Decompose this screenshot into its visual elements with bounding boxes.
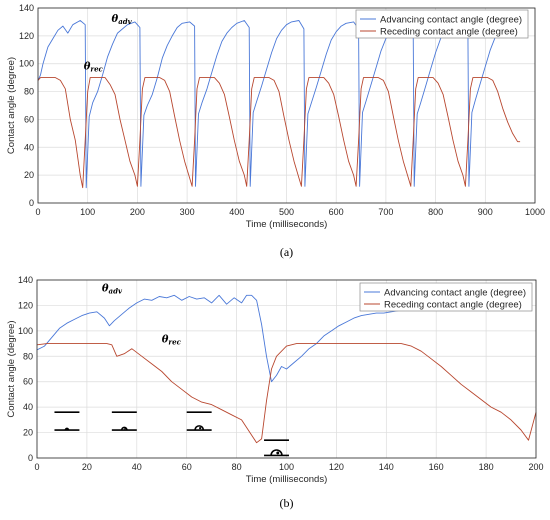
chart-panel-2: 0 20 40 60 80 100 120 140 160 180 200 0 20 40 60 80 100 1… — [6, 275, 544, 510]
x-tick-label: 500 — [279, 207, 294, 217]
legend: Advancing contact angle (degree)Receding… — [359, 282, 533, 312]
chart-panel-1: 0 100 200 300 400 500 600 700 800 900 1000 0 20 40 60 8… — [6, 3, 545, 259]
x-axis-label: Time (milliseconds) — [246, 474, 327, 485]
droplet-sketch-3 — [186, 411, 212, 431]
y-tick-label: 0 — [29, 198, 34, 208]
y-tick-label: 120 — [18, 300, 33, 310]
droplet-shape — [270, 449, 283, 456]
axes-frame — [36, 279, 537, 459]
droplet-highlight — [124, 428, 126, 430]
droplet-shape — [64, 427, 70, 431]
annotation-theta-rec: θrec — [84, 61, 104, 73]
x-tick-label: 1000 — [525, 207, 545, 217]
droplet-shape — [120, 426, 128, 431]
y-tick-label: 40 — [24, 142, 34, 152]
y-tick-label: 100 — [18, 326, 33, 336]
x-tick-label: 120 — [329, 462, 344, 472]
x-tick-label: 160 — [429, 462, 444, 472]
x-tick-label: 900 — [478, 207, 493, 217]
panel-label: (a) — [280, 245, 293, 259]
annotation-theta-adv: θadv — [102, 283, 123, 295]
y-tick-label: 140 — [19, 3, 34, 13]
series-line-advancing — [37, 20, 523, 189]
x-tick-label: 400 — [229, 207, 244, 217]
y-tick-label: 20 — [23, 428, 33, 438]
x-tick-label: 80 — [232, 462, 242, 472]
x-tick-label: 60 — [182, 462, 192, 472]
panel-label: (b) — [280, 496, 294, 510]
legend-entry: Receding contact angle (degree) — [384, 300, 522, 311]
series-line-advancing — [36, 294, 414, 383]
x-tick-label: 200 — [130, 207, 145, 217]
x-tick-label: 600 — [329, 207, 344, 217]
droplet-shape — [194, 425, 205, 431]
x-tick-label: 0 — [35, 207, 40, 217]
x-tick-label: 100 — [279, 462, 294, 472]
droplet-sketch-2 — [111, 411, 137, 431]
x-tick-label: 100 — [80, 207, 95, 217]
y-tick-label: 40 — [23, 402, 33, 412]
y-tick-label: 20 — [24, 170, 34, 180]
legend-box — [355, 9, 529, 39]
legend-entry: Advancing contact angle (degree) — [384, 288, 526, 299]
series-line-receding — [37, 77, 521, 189]
legend-entry: Advancing contact angle (degree) — [380, 15, 522, 26]
y-tick-label: 0 — [28, 453, 33, 463]
annotation-theta-rec: θrec — [162, 334, 182, 346]
legend-box — [359, 282, 533, 312]
x-tick-label: 300 — [180, 207, 195, 217]
y-axis-label: Contact angle (degree) — [6, 57, 17, 154]
x-tick-label: 200 — [528, 462, 543, 472]
y-axis-label: Contact angle (degree) — [6, 320, 17, 417]
y-tick-label: 140 — [18, 275, 33, 285]
x-tick-label: 140 — [379, 462, 394, 472]
x-tick-label: 700 — [378, 207, 393, 217]
axes-frame — [37, 7, 536, 204]
droplet-highlight — [66, 428, 68, 430]
y-tick-label: 60 — [24, 114, 34, 124]
droplet-sketch-4 — [264, 439, 289, 457]
legend: Advancing contact angle (degree)Receding… — [355, 9, 529, 39]
x-tick-label: 40 — [132, 462, 142, 472]
x-axis-label: Time (milliseconds) — [246, 219, 327, 230]
droplet-highlight — [199, 426, 202, 430]
y-tick-label: 80 — [24, 87, 34, 97]
y-tick-label: 60 — [23, 377, 33, 387]
x-tick-label: 20 — [82, 462, 92, 472]
y-tick-label: 120 — [19, 31, 34, 41]
droplet-sketch-1 — [54, 411, 80, 431]
x-tick-label: 180 — [479, 462, 494, 472]
annotation-theta-adv: θadv — [112, 14, 133, 26]
x-tick-label: 0 — [34, 462, 39, 472]
y-tick-label: 80 — [23, 351, 33, 361]
legend-entry: Receding contact angle (degree) — [380, 27, 518, 38]
droplet-highlight — [276, 451, 280, 455]
x-tick-label: 800 — [428, 207, 443, 217]
y-tick-label: 100 — [19, 59, 34, 69]
series-line-receding — [36, 343, 537, 444]
